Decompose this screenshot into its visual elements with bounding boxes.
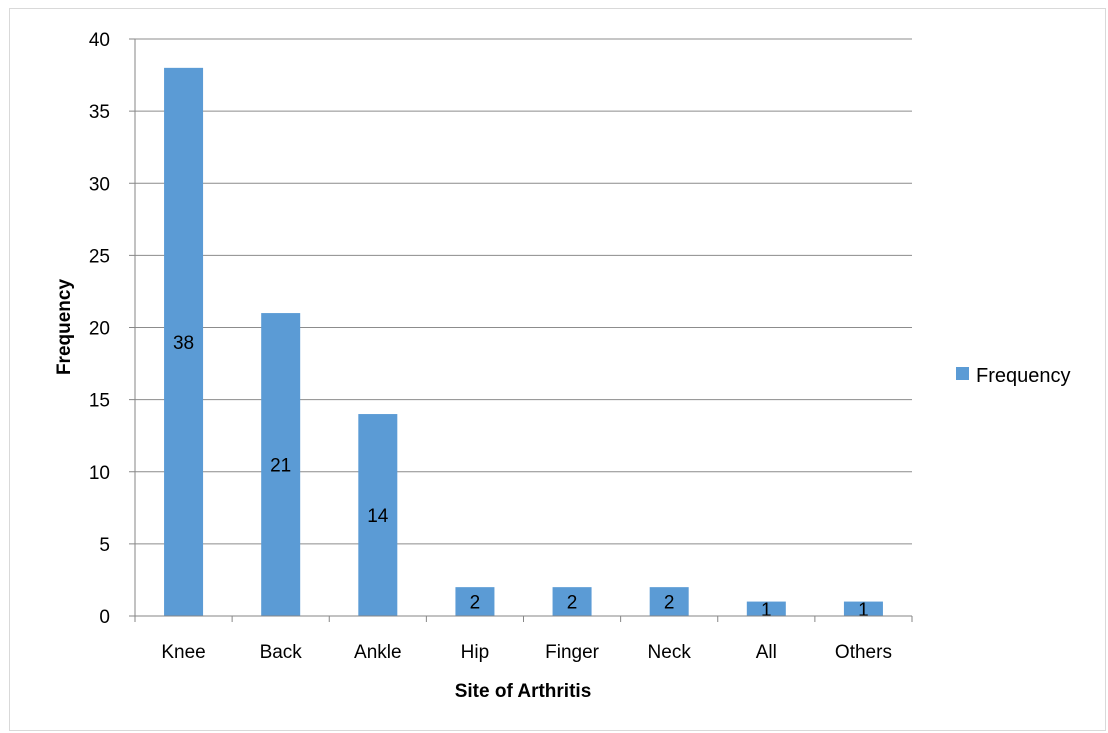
data-label: 1: [858, 600, 869, 621]
x-tick-label: Hip: [461, 642, 490, 663]
data-label: 2: [664, 593, 675, 614]
y-tick-label: 20: [89, 319, 110, 340]
data-label: 2: [567, 593, 578, 614]
axes: [129, 38, 913, 622]
bar-neck: [649, 587, 689, 616]
legend: Frequency: [956, 365, 1071, 387]
y-tick-label: 10: [89, 463, 110, 484]
legend-swatch: [956, 367, 969, 380]
y-tick-label: 40: [89, 30, 110, 51]
data-label: 1: [761, 600, 772, 621]
x-axis-title: Site of Arthritis: [455, 681, 592, 702]
y-tick-label: 25: [89, 246, 110, 267]
x-axis-tick-labels: Knee Back Ankle Hip Finger Neck All Others: [161, 642, 892, 663]
data-label: 2: [470, 593, 481, 614]
x-tick-label: Others: [835, 642, 892, 663]
x-tick-label: Finger: [545, 642, 600, 663]
bar-knee: [164, 67, 204, 617]
y-axis-tick-labels: 0 5 10 15 20 25 30 35 40: [89, 30, 110, 628]
bars: [164, 67, 883, 617]
bar-all: [746, 601, 786, 616]
bar-back: [261, 313, 301, 616]
y-tick-label: 35: [89, 102, 110, 123]
y-axis-title: Frequency: [54, 279, 75, 376]
data-label: 21: [270, 456, 291, 477]
y-tick-label: 5: [99, 535, 110, 556]
x-tick-label: Knee: [161, 642, 205, 663]
bar-finger: [552, 587, 592, 616]
y-tick-label: 0: [99, 607, 110, 628]
bar-others: [843, 601, 883, 616]
data-label: 14: [367, 506, 389, 527]
x-tick-label: Neck: [648, 642, 692, 663]
x-tick-label: All: [756, 642, 777, 663]
x-tick-label: Ankle: [354, 642, 402, 663]
data-label: 38: [173, 333, 194, 354]
bar-ankle: [358, 414, 398, 616]
legend-label: Frequency: [976, 365, 1071, 387]
bar-hip: [455, 587, 495, 616]
y-tick-label: 15: [89, 391, 110, 412]
gridlines: [135, 38, 912, 545]
x-tick-label: Back: [260, 642, 303, 663]
y-tick-label: 30: [89, 174, 110, 195]
